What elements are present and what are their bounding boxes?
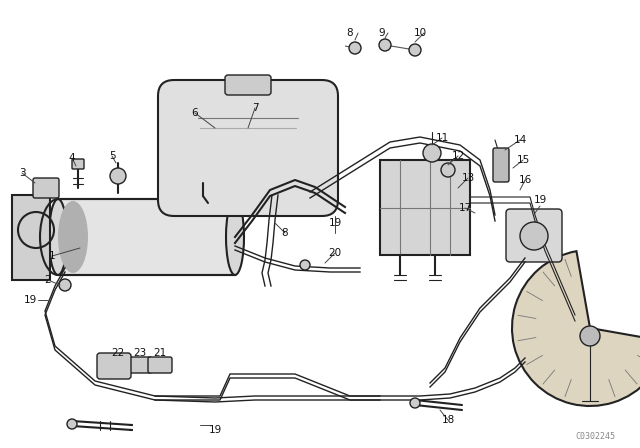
Circle shape <box>580 326 600 346</box>
Text: 16: 16 <box>518 175 532 185</box>
Circle shape <box>379 39 391 51</box>
Ellipse shape <box>49 199 67 275</box>
FancyBboxPatch shape <box>158 80 338 216</box>
Text: 19: 19 <box>533 195 547 205</box>
FancyBboxPatch shape <box>58 199 235 275</box>
Circle shape <box>423 144 441 162</box>
FancyBboxPatch shape <box>97 353 131 379</box>
FancyBboxPatch shape <box>506 209 562 262</box>
Text: 23: 23 <box>133 348 147 358</box>
Text: C0302245: C0302245 <box>575 431 615 440</box>
FancyBboxPatch shape <box>380 160 470 255</box>
Ellipse shape <box>226 199 244 275</box>
Text: 11: 11 <box>435 133 449 143</box>
Circle shape <box>59 279 71 291</box>
Text: 20: 20 <box>328 248 342 258</box>
Text: 15: 15 <box>516 155 530 165</box>
Circle shape <box>110 168 126 184</box>
FancyBboxPatch shape <box>128 357 152 373</box>
Text: 10: 10 <box>413 28 427 38</box>
Circle shape <box>441 163 455 177</box>
FancyBboxPatch shape <box>72 159 84 169</box>
Text: 19: 19 <box>24 295 36 305</box>
FancyBboxPatch shape <box>493 148 509 182</box>
Text: 22: 22 <box>111 348 125 358</box>
Text: 12: 12 <box>451 151 465 161</box>
Text: 3: 3 <box>19 168 26 178</box>
Text: 18: 18 <box>442 415 454 425</box>
FancyBboxPatch shape <box>12 195 50 280</box>
Wedge shape <box>512 251 640 406</box>
Text: 1: 1 <box>49 251 55 261</box>
Text: 17: 17 <box>458 203 472 213</box>
Circle shape <box>67 419 77 429</box>
Text: 8: 8 <box>282 228 288 238</box>
Circle shape <box>520 222 548 250</box>
Text: 4: 4 <box>68 153 76 163</box>
Circle shape <box>349 42 361 54</box>
Text: 7: 7 <box>252 103 259 113</box>
Text: 19: 19 <box>328 218 342 228</box>
Text: 13: 13 <box>461 173 475 183</box>
Circle shape <box>300 260 310 270</box>
Text: 9: 9 <box>379 28 385 38</box>
Text: 5: 5 <box>109 151 115 161</box>
Circle shape <box>410 398 420 408</box>
Text: 8: 8 <box>347 28 353 38</box>
FancyBboxPatch shape <box>108 357 132 373</box>
FancyBboxPatch shape <box>225 75 271 95</box>
Text: 19: 19 <box>209 425 221 435</box>
FancyBboxPatch shape <box>148 357 172 373</box>
Ellipse shape <box>58 201 88 273</box>
Text: 6: 6 <box>192 108 198 118</box>
FancyBboxPatch shape <box>33 178 59 198</box>
Text: 14: 14 <box>513 135 527 145</box>
Text: 2: 2 <box>45 275 51 285</box>
Circle shape <box>409 44 421 56</box>
Text: 21: 21 <box>154 348 166 358</box>
